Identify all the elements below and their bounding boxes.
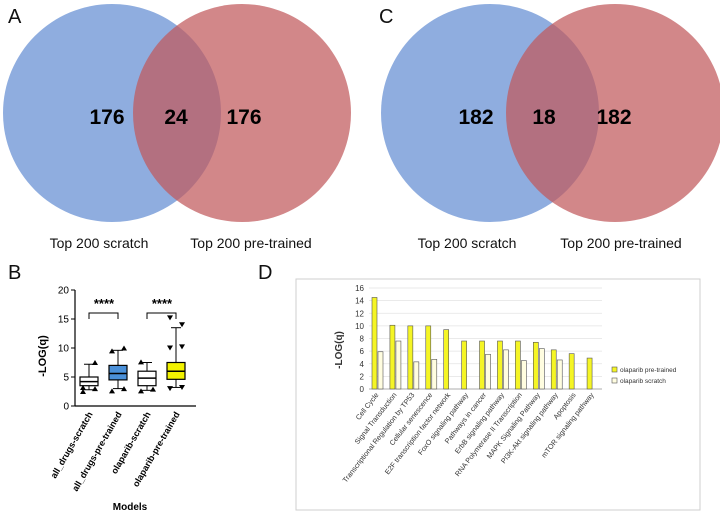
panel-b: B -LOG(q) Models **** **** 0 5 10 15 20 all_d… [0, 262, 215, 517]
bar-scratch [395, 340, 402, 390]
y-tick-label: 10 [355, 322, 364, 331]
legend-swatch [611, 377, 618, 384]
y-tick-label: 14 [355, 297, 364, 306]
legend-label: olaparib pre-trained [620, 367, 677, 374]
bar-pretrained [568, 353, 575, 390]
outlier-point [121, 345, 127, 351]
venn-count-right: 176 [226, 106, 261, 129]
bar-pretrained [550, 349, 557, 390]
box-ylabel: -LOG(q) [37, 335, 49, 377]
bar-pretrained [371, 297, 378, 390]
y-tick-label: 0 [63, 402, 69, 413]
y-tick-label: 15 [58, 315, 70, 326]
bar-pretrained [479, 340, 485, 390]
box-xlabel: Models [113, 502, 148, 513]
bar-scratch [485, 353, 491, 390]
outlier-point [92, 386, 98, 392]
bar-pretrained [461, 340, 467, 390]
venn-count-left: 176 [89, 106, 124, 129]
y-tick-label: 12 [355, 309, 364, 318]
venn-circle-pretrained [506, 4, 720, 222]
panel-letter-c: C [379, 6, 394, 28]
outlier-point [179, 384, 185, 390]
outlier-point [167, 345, 173, 351]
outlier-point [167, 315, 173, 321]
y-tick-label: 8 [360, 335, 365, 344]
bar-pretrained [515, 340, 521, 390]
legend-swatch [611, 366, 618, 373]
outlier-point [179, 344, 185, 350]
bar-pretrained [586, 357, 593, 390]
y-tick-label: 2 [360, 372, 365, 381]
significance-marker-1: **** [94, 296, 115, 311]
outlier-point [167, 386, 173, 392]
box-plot: -LOG(q) Models **** **** 05101520all_dru… [37, 286, 196, 513]
outlier-point [121, 386, 127, 392]
outlier-point [138, 359, 144, 365]
panel-letter-d: D [258, 262, 273, 284]
bar-scratch [431, 359, 438, 390]
outlier-point [92, 360, 98, 365]
y-tick-label: 0 [360, 385, 365, 394]
venn-label-left: Top 200 scratch [418, 235, 517, 251]
bar-scratch [413, 361, 420, 390]
venn-count-right: 182 [596, 106, 631, 129]
outlier-point [138, 388, 144, 394]
significance-bracket [88, 312, 119, 319]
bar-ylabel: -LOG(q) [334, 331, 345, 369]
bar-pretrained [443, 329, 449, 390]
significance-marker-2: **** [152, 296, 173, 311]
outlier-point [80, 384, 86, 390]
y-tick-label: 4 [360, 360, 365, 369]
outlier-point [109, 388, 115, 394]
venn-diagram-a: 176 24 176 Top 200 scratch Top 200 pre-t… [3, 4, 351, 251]
venn-label-right: Top 200 pre-trained [190, 235, 311, 251]
y-tick-label: 10 [58, 344, 70, 355]
outlier-point [109, 348, 115, 354]
panel-letter-a: A [8, 6, 22, 28]
bar-pretrained [497, 340, 503, 390]
outlier-point [150, 386, 156, 392]
panel-d: D -LOG(q) 0 2 4 6 8 10 12 14 16 Cell Cycle Signal … [230, 262, 720, 517]
legend-label: olaparib scratch [620, 378, 666, 385]
bar-pretrained [407, 325, 414, 390]
venn-diagram-c: 182 18 182 Top 200 scratch Top 200 pre-t… [381, 4, 720, 251]
bar-scratch [539, 348, 545, 390]
bar-pretrained [389, 324, 396, 390]
venn-label-right: Top 200 pre-trained [560, 235, 681, 251]
chart-frame [295, 278, 701, 511]
y-tick-label: 16 [355, 284, 364, 293]
panel-letter-b: B [8, 262, 22, 284]
panel-a: A 176 24 176 Top 200 scratch Top 200 pre… [0, 0, 360, 260]
bar-pretrained [425, 325, 432, 390]
venn-label-left: Top 200 scratch [50, 235, 149, 251]
bar-scratch [503, 349, 509, 390]
y-tick-label: 6 [360, 347, 365, 356]
bar-pretrained [533, 341, 539, 390]
bar-scratch [521, 360, 527, 390]
outlier-point [80, 389, 86, 394]
y-tick-label: 5 [63, 373, 69, 384]
significance-bracket [146, 312, 177, 319]
venn-circle-pretrained [133, 4, 351, 222]
y-tick-label: 20 [58, 286, 70, 297]
venn-count-overlap: 18 [532, 106, 556, 129]
panel-c: C 182 18 182 Top 200 scratch Top 200 pre… [365, 0, 720, 260]
venn-count-overlap: 24 [164, 106, 188, 129]
outlier-point [179, 322, 185, 328]
box [108, 364, 128, 381]
bar-scratch [556, 359, 563, 390]
bar-scratch [377, 351, 384, 390]
venn-count-left: 182 [458, 106, 493, 129]
